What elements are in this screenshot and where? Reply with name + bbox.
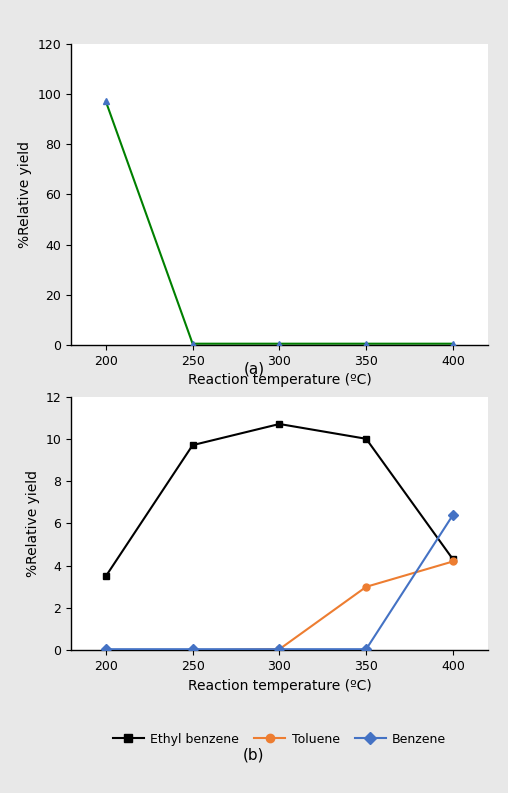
Legend: Ethyl benzene, Toluene, Benzene: Ethyl benzene, Toluene, Benzene	[108, 727, 451, 750]
Y-axis label: %Relative yield: %Relative yield	[18, 141, 32, 247]
X-axis label: Reaction temperature (ºC): Reaction temperature (ºC)	[187, 374, 371, 387]
Text: (b): (b)	[243, 748, 265, 762]
Text: (a): (a)	[243, 362, 265, 376]
Y-axis label: %Relative yield: %Relative yield	[26, 470, 40, 577]
X-axis label: Reaction temperature (ºC): Reaction temperature (ºC)	[187, 679, 371, 692]
